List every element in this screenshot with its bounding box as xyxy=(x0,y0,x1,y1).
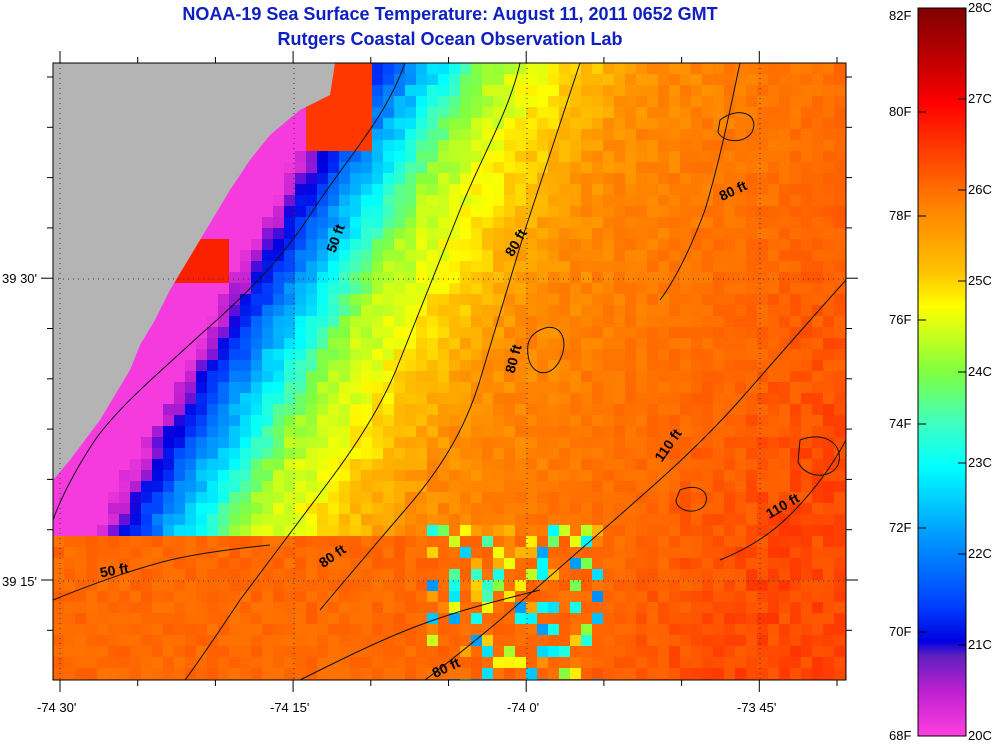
contour-shelf-blob-1 xyxy=(527,326,565,373)
colorbar-c-label: 26C xyxy=(968,182,992,197)
graticule xyxy=(53,63,846,680)
contour-50ft xyxy=(53,63,406,521)
bathymetry-contours xyxy=(53,63,846,680)
depth-label: 50 ft xyxy=(99,560,130,581)
contour-110ft-east xyxy=(719,439,846,561)
x-tick-label-4: -73 45' xyxy=(737,700,777,715)
contour-80ft xyxy=(184,63,521,680)
colorbar-f-label: 70F xyxy=(889,624,912,639)
depth-label: 80 ft xyxy=(502,342,525,374)
colorbar-c-label: 23C xyxy=(968,455,992,470)
colorbar-c-label: 22C xyxy=(968,546,992,561)
y-tick-label-2: 39 15' xyxy=(2,574,38,589)
contour-80ft-inner xyxy=(319,63,581,611)
x-tick-label-3: -74 0' xyxy=(507,700,540,715)
y-tick-label-1: 39 30' xyxy=(2,271,38,286)
colorbar-f-label: 74F xyxy=(889,416,912,431)
colorbar-c-label: 27C xyxy=(968,91,992,106)
map-title: NOAA-19 Sea Surface Temperature: August … xyxy=(182,4,718,24)
colorbar-c-label: 24C xyxy=(968,364,992,379)
contour-80ft-east xyxy=(659,63,741,301)
contour-50ft-south xyxy=(53,544,271,601)
contour-shelf-blob-4 xyxy=(675,486,707,512)
colorbar-f-label: 82F xyxy=(889,8,912,23)
contour-shelf-blob-2 xyxy=(717,112,755,142)
colorbar-c-label: 25C xyxy=(968,273,992,288)
colorbar-f-label: 68F xyxy=(889,728,912,743)
axis-ticks xyxy=(41,51,858,692)
x-tick-label-1: -74 30' xyxy=(37,700,77,715)
colorbar-c-label: 20C xyxy=(968,728,992,743)
land-mass xyxy=(53,63,335,480)
contour-shelf-blob-3 xyxy=(797,436,840,476)
colorbar-c-label: 21C xyxy=(968,637,992,652)
colorbar-f-label: 72F xyxy=(889,520,912,535)
map-frame xyxy=(52,62,847,681)
x-tick-label-2: -74 15' xyxy=(270,700,310,715)
colorbar-c-label: 28C xyxy=(968,0,992,15)
contour-80ft-bottom xyxy=(299,589,541,680)
colorbar-f-label: 78F xyxy=(889,208,912,223)
map-subtitle: Rutgers Coastal Ocean Observation Lab xyxy=(277,29,623,49)
colorbar-f-label: 76F xyxy=(889,312,912,327)
contour-110ft xyxy=(424,279,846,680)
colorbar-f-label: 80F xyxy=(889,104,912,119)
